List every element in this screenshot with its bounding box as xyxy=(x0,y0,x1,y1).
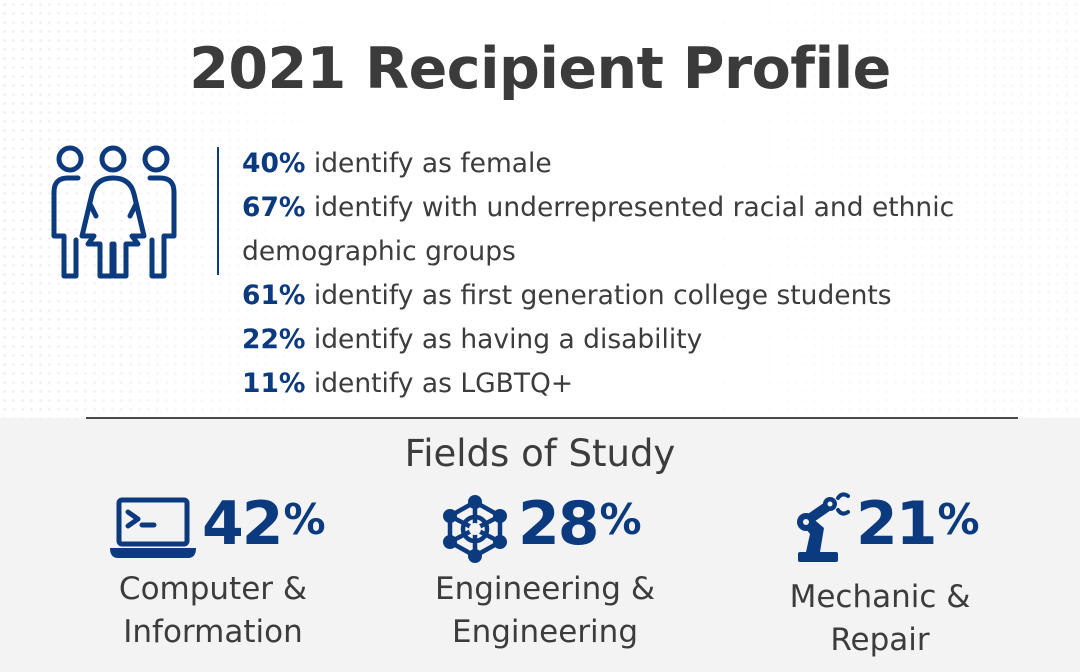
stat-lgbtq: 11% identify as LGBTQ+ xyxy=(242,362,1062,406)
robotic-arm-icon xyxy=(797,492,850,562)
field-label-line2: Repair xyxy=(830,622,930,658)
stat-percent: 11% xyxy=(242,368,306,399)
stat-disability: 22% identify as having a disability xyxy=(242,318,1062,362)
field-value: 42 xyxy=(202,489,283,559)
percent-sign: % xyxy=(599,495,642,544)
field-percent: 42% xyxy=(202,494,326,554)
stat-percent: 22% xyxy=(242,324,306,355)
stat-text: identify as female xyxy=(313,148,552,179)
field-percent: 21% xyxy=(856,494,980,554)
field-value: 21 xyxy=(856,489,937,559)
field-label: Mechanic & Repair xyxy=(735,576,1025,662)
field-label-line1: Computer & xyxy=(118,571,308,607)
stat-percent: 67% xyxy=(242,192,306,223)
field-label-line1: Mechanic & xyxy=(789,579,971,615)
network-hub-icon xyxy=(443,495,507,563)
stat-first-generation: 61% identify as first generation college… xyxy=(242,274,1062,318)
stat-percent: 61% xyxy=(242,280,306,311)
dotted-background xyxy=(0,0,1080,420)
field-label-line2: Engineering xyxy=(452,614,638,650)
stat-underrepresented: 67% identify with underrepresented racia… xyxy=(242,186,1042,274)
stat-text: identify with underrepresented racial an… xyxy=(242,192,955,267)
field-label: Engineering & Engineering xyxy=(400,568,690,654)
field-label-line1: Engineering & xyxy=(434,571,656,607)
percent-sign: % xyxy=(937,495,980,544)
percent-sign: % xyxy=(283,495,326,544)
stat-percent: 40% xyxy=(242,148,306,179)
stats-list: 40% identify as female 67% identify with… xyxy=(242,142,1062,406)
page-title: 2021 Recipient Profile xyxy=(189,36,891,102)
field-label: Computer & Information xyxy=(68,568,358,654)
laptop-terminal-icon xyxy=(110,497,196,558)
fields-title: Fields of Study xyxy=(404,432,676,475)
divider-horizontal xyxy=(86,417,1018,419)
field-percent: 28% xyxy=(518,494,642,554)
field-value: 28 xyxy=(518,489,599,559)
stat-female: 40% identify as female xyxy=(242,142,1062,186)
divider-vertical xyxy=(217,147,219,275)
field-label-line2: Information xyxy=(123,614,303,650)
stat-text: identify as having a disability xyxy=(313,324,703,355)
stat-text: identify as first generation college stu… xyxy=(313,280,892,311)
people-group-icon xyxy=(51,145,177,279)
stat-text: identify as LGBTQ+ xyxy=(313,368,574,399)
